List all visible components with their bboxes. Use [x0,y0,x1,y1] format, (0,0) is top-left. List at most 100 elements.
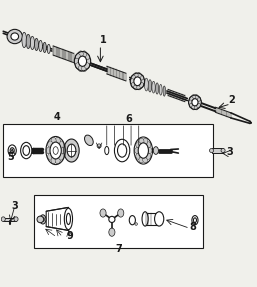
Ellipse shape [198,100,201,104]
Ellipse shape [143,138,148,144]
Ellipse shape [163,86,166,96]
Ellipse shape [100,209,106,217]
Ellipse shape [14,217,18,222]
Text: 7: 7 [115,244,122,254]
Ellipse shape [60,147,65,154]
Ellipse shape [139,138,144,144]
Text: 6: 6 [125,114,132,124]
Ellipse shape [148,80,152,92]
Ellipse shape [41,217,44,222]
Ellipse shape [10,148,14,153]
Text: 3: 3 [226,147,233,157]
Ellipse shape [118,209,124,217]
Ellipse shape [26,34,31,49]
Ellipse shape [138,143,149,158]
Ellipse shape [78,51,83,57]
Text: 1: 1 [99,34,106,44]
Ellipse shape [114,139,130,162]
Ellipse shape [194,105,198,110]
Ellipse shape [67,144,76,157]
Bar [3,218,16,221]
Ellipse shape [74,58,79,64]
Ellipse shape [143,157,148,163]
Ellipse shape [153,147,158,154]
Bar [3,124,213,177]
Ellipse shape [82,51,87,57]
Ellipse shape [134,85,138,90]
Ellipse shape [136,142,141,148]
Ellipse shape [8,145,16,156]
Text: 9: 9 [66,231,73,241]
Ellipse shape [51,137,56,144]
Ellipse shape [139,157,144,163]
Ellipse shape [48,153,53,160]
Ellipse shape [197,103,201,108]
Ellipse shape [129,216,135,225]
Ellipse shape [192,99,198,106]
Ellipse shape [30,36,34,50]
Ellipse shape [82,65,87,71]
Text: 5: 5 [7,152,14,162]
Ellipse shape [189,103,193,108]
Ellipse shape [59,141,63,148]
Bar [34,195,203,248]
Ellipse shape [139,75,144,80]
Ellipse shape [139,82,144,88]
Ellipse shape [131,82,136,88]
Ellipse shape [47,147,52,154]
Ellipse shape [147,148,152,154]
Ellipse shape [136,153,141,159]
Ellipse shape [159,84,162,95]
Ellipse shape [152,81,155,93]
Ellipse shape [85,54,90,60]
Polygon shape [46,208,68,230]
Ellipse shape [130,79,135,84]
Ellipse shape [155,83,159,94]
Text: 2: 2 [229,95,235,104]
Ellipse shape [55,157,60,164]
Ellipse shape [194,95,198,99]
Ellipse shape [109,228,115,236]
Ellipse shape [85,63,90,69]
Ellipse shape [34,38,38,51]
Ellipse shape [37,216,44,223]
Text: 8: 8 [189,222,196,232]
Ellipse shape [59,153,63,160]
Ellipse shape [78,65,83,71]
Ellipse shape [137,73,141,78]
Ellipse shape [64,139,79,162]
Ellipse shape [105,146,109,155]
Ellipse shape [221,148,225,153]
Bar [212,148,223,153]
Ellipse shape [75,54,80,60]
Ellipse shape [97,144,101,148]
Ellipse shape [146,142,151,148]
Ellipse shape [142,212,148,226]
Ellipse shape [78,56,87,66]
Ellipse shape [50,142,61,159]
Ellipse shape [134,77,141,86]
Ellipse shape [209,148,214,153]
Ellipse shape [192,216,198,225]
Ellipse shape [40,215,46,224]
Ellipse shape [39,40,42,52]
Ellipse shape [191,105,196,110]
Ellipse shape [7,29,22,44]
Ellipse shape [43,42,46,53]
Ellipse shape [154,212,164,226]
Ellipse shape [22,32,26,48]
Ellipse shape [51,157,56,164]
Ellipse shape [85,135,93,146]
Ellipse shape [109,216,115,222]
Ellipse shape [146,153,151,159]
Ellipse shape [55,137,60,144]
Ellipse shape [75,63,80,69]
Ellipse shape [86,58,91,64]
Ellipse shape [48,141,53,148]
Ellipse shape [117,144,127,157]
Ellipse shape [11,33,19,40]
Ellipse shape [135,148,140,154]
Ellipse shape [137,85,141,90]
Ellipse shape [47,44,50,53]
Ellipse shape [135,223,137,225]
